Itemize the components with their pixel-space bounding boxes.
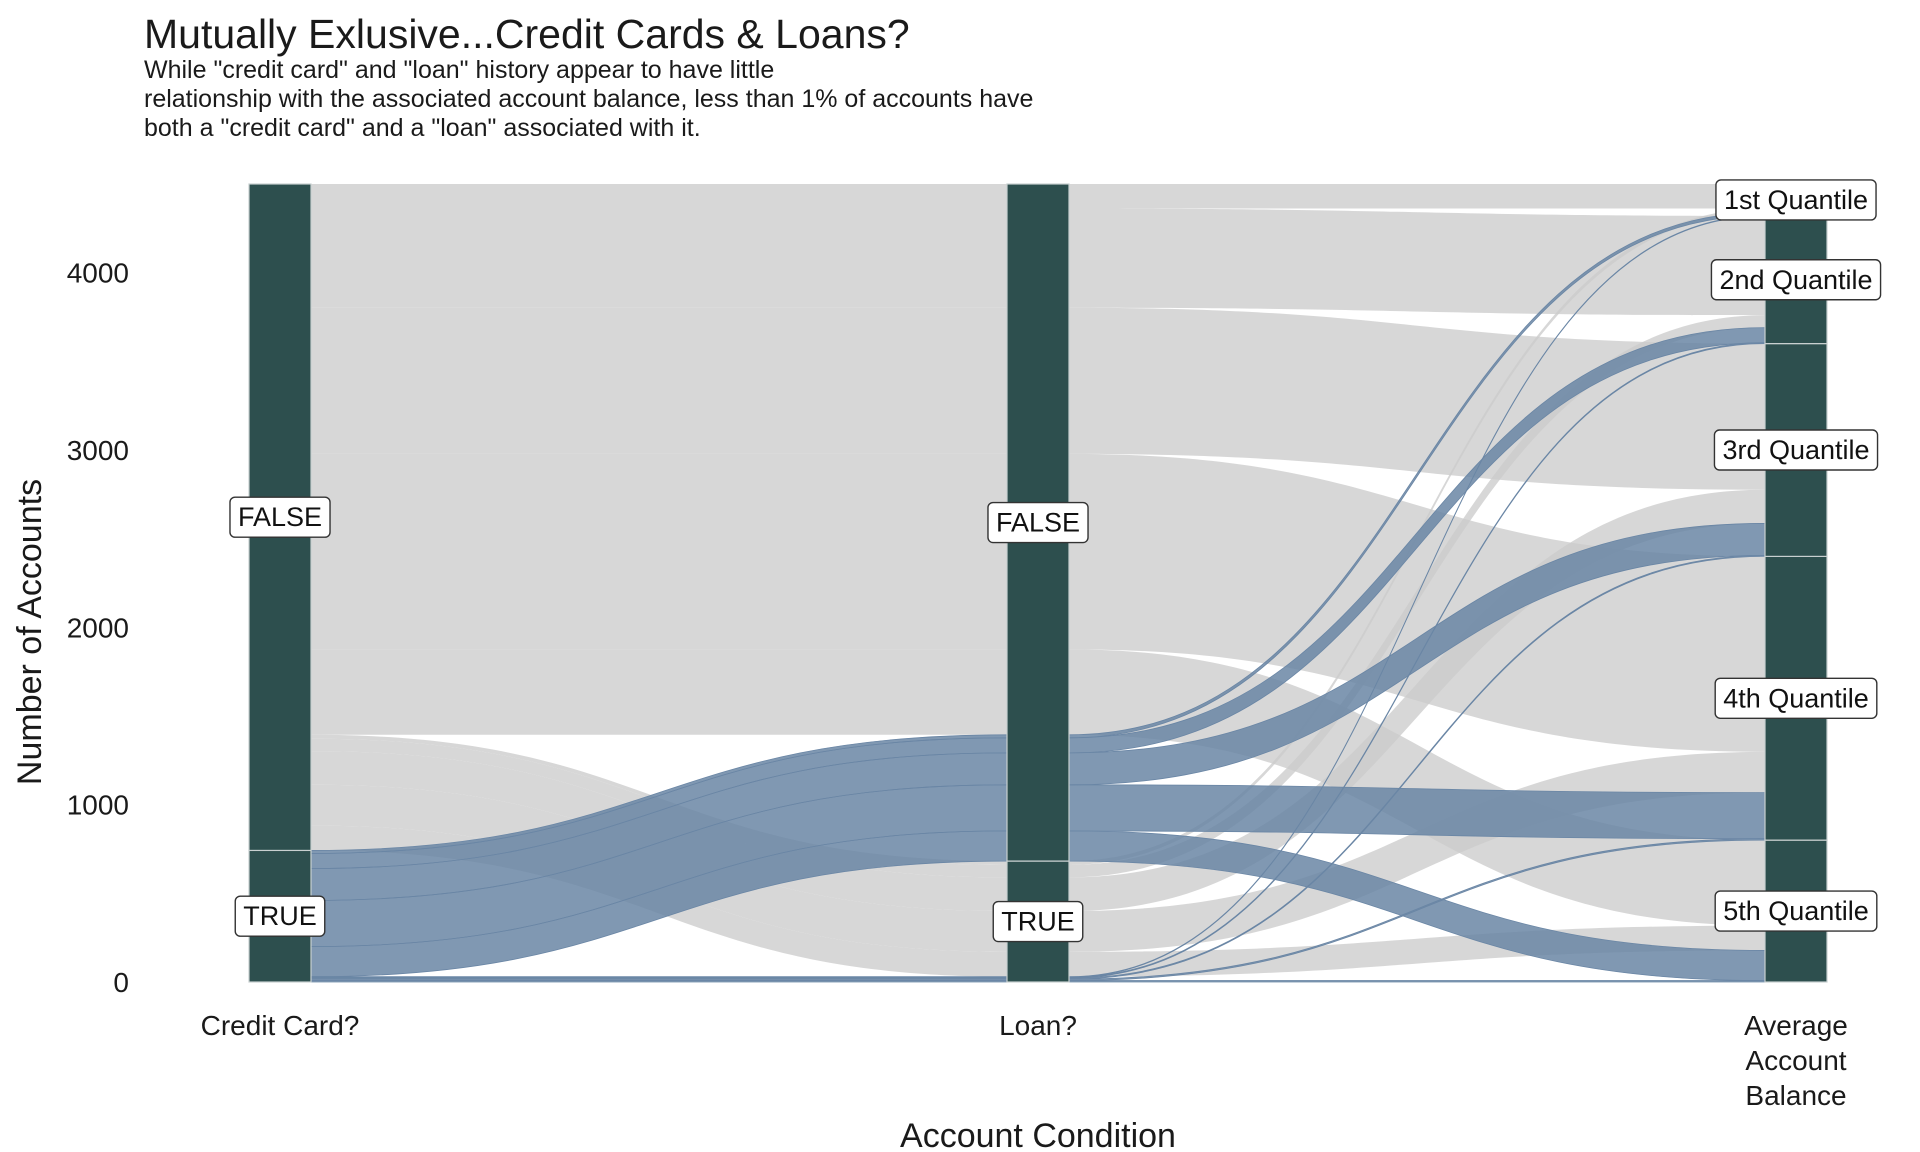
x-tick-label-2-0: Average [1744, 1010, 1848, 1041]
x-axis: Credit Card? Loan? Average Account Balance [201, 1010, 1848, 1111]
stratum-label-box-0-1 [229, 496, 331, 538]
stratum-label-text-2-4: 1st Quantile [1724, 185, 1868, 215]
stratum-label-box-2-1 [1714, 677, 1878, 719]
stratum-label-box-2-2 [1713, 429, 1879, 471]
flow-layer [310, 184, 1766, 983]
stratum-label-2-2: 3rd Quantile [1713, 429, 1879, 471]
stratum-label-2-4: 1st Quantile [1715, 179, 1877, 221]
stratum-label-text-1-1: FALSE [996, 508, 1080, 538]
stratum-label-box-0-0 [234, 895, 326, 937]
stratum-label-1-1: FALSE [987, 501, 1089, 544]
flow-false-false-1st [311, 184, 1765, 209]
stratum-label-2-1: 4th Quantile [1714, 677, 1878, 719]
y-tick-label-3: 3000 [67, 435, 129, 466]
stratum-label-box-2-3 [1710, 259, 1882, 301]
stratum-label-text-0-1: FALSE [238, 502, 322, 532]
stratum-label-1-0: TRUE [992, 900, 1084, 943]
stratum-label-2-0: 5th Quantile [1714, 890, 1878, 932]
flow-false-true-5th [311, 825, 1765, 977]
stratum-label-box-2-4 [1715, 179, 1877, 221]
stratum-label-text-2-3: 2nd Quantile [1719, 265, 1872, 295]
y-tick-label-0: 0 [113, 967, 129, 998]
stratum-label-0-0: TRUE [234, 895, 326, 937]
stratum-label-text-2-1: 4th Quantile [1723, 683, 1869, 713]
x-tick-label-0-0: Credit Card? [201, 1010, 360, 1041]
stratum-label-0-1: FALSE [229, 496, 331, 538]
chart-subtitle-line-2: relationship with the associated account… [144, 85, 1033, 113]
stratum-label-box-2-0 [1714, 890, 1878, 932]
stratum-label-box-1-0 [992, 900, 1084, 943]
stratum-label-text-2-2: 3rd Quantile [1722, 435, 1869, 465]
stratum-label-text-2-0: 5th Quantile [1723, 896, 1869, 926]
x-tick-label-2-1: Account [1745, 1045, 1846, 1076]
stratum-label-text-1-0: TRUE [1001, 907, 1075, 937]
y-tick-label-2: 2000 [67, 612, 129, 643]
y-axis: 0 1000 2000 3000 4000 [67, 258, 129, 998]
y-tick-label-1: 1000 [67, 790, 129, 821]
flow-false-true-3rd [311, 489, 1765, 912]
x-tick-label-1-0: Loan? [999, 1010, 1077, 1041]
x-tick-label-2-2: Balance [1745, 1080, 1846, 1111]
stratum-label-2-3: 2nd Quantile [1710, 259, 1882, 301]
flow-false-false-3rd [311, 307, 1765, 490]
stratum-label-text-0-0: TRUE [243, 901, 317, 931]
stratum-layer: TRUE FALSE TRUE FALSE 5th Quantile 4th Quanti… [229, 179, 1882, 983]
chart-subtitle-line-3: both a "credit card" and a "loan" associ… [144, 114, 701, 142]
y-tick-label-4: 4000 [67, 258, 129, 289]
stratum-label-box-1-1 [987, 501, 1089, 544]
y-axis-title: Number of Accounts [11, 479, 49, 785]
chart-title: Mutually Exlusive...Credit Cards & Loans… [144, 11, 910, 57]
chart-subtitle-line-1: While "credit card" and "loan" history a… [144, 56, 774, 84]
flow-false-false-5th [311, 649, 1765, 926]
flow-false-false-2nd [311, 208, 1765, 316]
x-axis-title: Account Condition [900, 1117, 1176, 1152]
